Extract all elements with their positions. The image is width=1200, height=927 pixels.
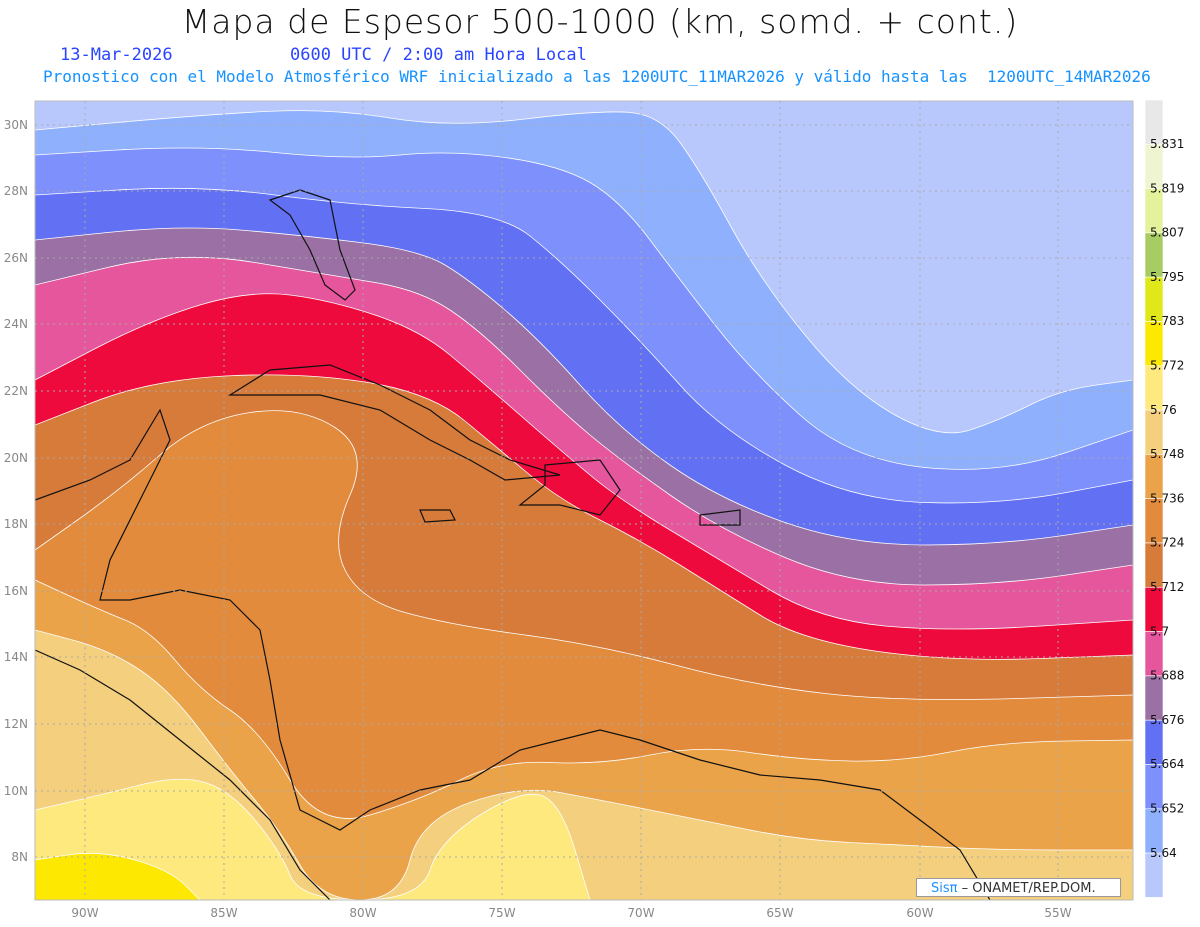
colorbar-label: 5.64 [1150,846,1177,860]
colorbar-label: 5.736 [1150,491,1184,505]
thickness-bands [35,101,1133,900]
colorbar-label: 5.807 [1150,226,1184,240]
lat-label: 28N [4,184,28,198]
colorbar-label: 5.772 [1150,359,1184,373]
colorbar-label: 5.7 [1150,624,1169,638]
colorbar-label: 5.676 [1150,713,1184,727]
lat-label: 16N [4,584,28,598]
lat-label: 14N [4,650,28,664]
forecast-time: 0600 UTC / 2:00 am Hora Local [290,45,587,65]
map-title: Mapa de Espesor 500-1000 (km, somd. + co… [181,2,1019,41]
credit-text: – ONAMET/REP.DOM. [957,881,1096,896]
latitude-labels: 30N 28N 26N 24N 22N 20N 18N 16N 14N 12N … [4,118,28,864]
coastlines [35,189,991,900]
lat-lon-grid [35,101,1133,900]
lon-label: 80W [349,906,376,920]
colorbar-label: 5.783 [1150,314,1184,328]
lat-label: 22N [4,384,28,398]
lon-label: 70W [627,906,654,920]
colorbar-label: 5.712 [1150,580,1184,594]
colorbar-label: 5.652 [1150,802,1184,816]
colorbar-label: 5.795 [1150,270,1184,284]
lat-label: 12N [4,717,28,731]
colorbar-label: 5.688 [1150,669,1184,683]
colorbar-label: 5.76 [1150,403,1177,417]
credit-box: Sisπ – ONAMET/REP.DOM. [916,878,1121,897]
lon-label: 75W [488,906,515,920]
lat-label: 18N [4,517,28,531]
colorbar-swatch [1144,852,1164,898]
lat-label: 24N [4,317,28,331]
lat-label: 20N [4,451,28,465]
sispi-logo: Sisπ [931,881,958,896]
colorbar-label: 5.724 [1150,536,1184,550]
lat-label: 8N [11,850,28,864]
colorbar-label: 5.819 [1150,181,1184,195]
lat-label: 10N [4,784,28,798]
lon-label: 60W [906,906,933,920]
colorbar-label: 5.748 [1150,447,1184,461]
thickness-band [35,778,591,900]
lat-label: 26N [4,251,28,265]
forecast-date: 13-Mar-2026 [60,45,173,65]
lat-label: 30N [4,118,28,132]
model-info: Pronostico con el Modelo Atmosférico WRF… [43,67,1151,86]
lon-label: 90W [71,906,98,920]
thickness-band [35,579,1133,900]
colorbar-label: 5.831 [1150,137,1184,151]
lon-label: 55W [1044,906,1071,920]
colorbar-label: 5.664 [1150,757,1184,771]
longitude-labels: 90W 85W 80W 75W 70W 65W 60W 55W [71,906,1071,920]
map-frame [34,100,1134,901]
colorbar-labels: 5.831 5.819 5.807 5.795 5.783 5.772 5.76 5.748 5… [1150,137,1184,860]
colorbar [1144,99,1164,898]
lon-label: 65W [766,906,793,920]
lon-label: 85W [210,906,237,920]
thickness-band [35,852,201,900]
